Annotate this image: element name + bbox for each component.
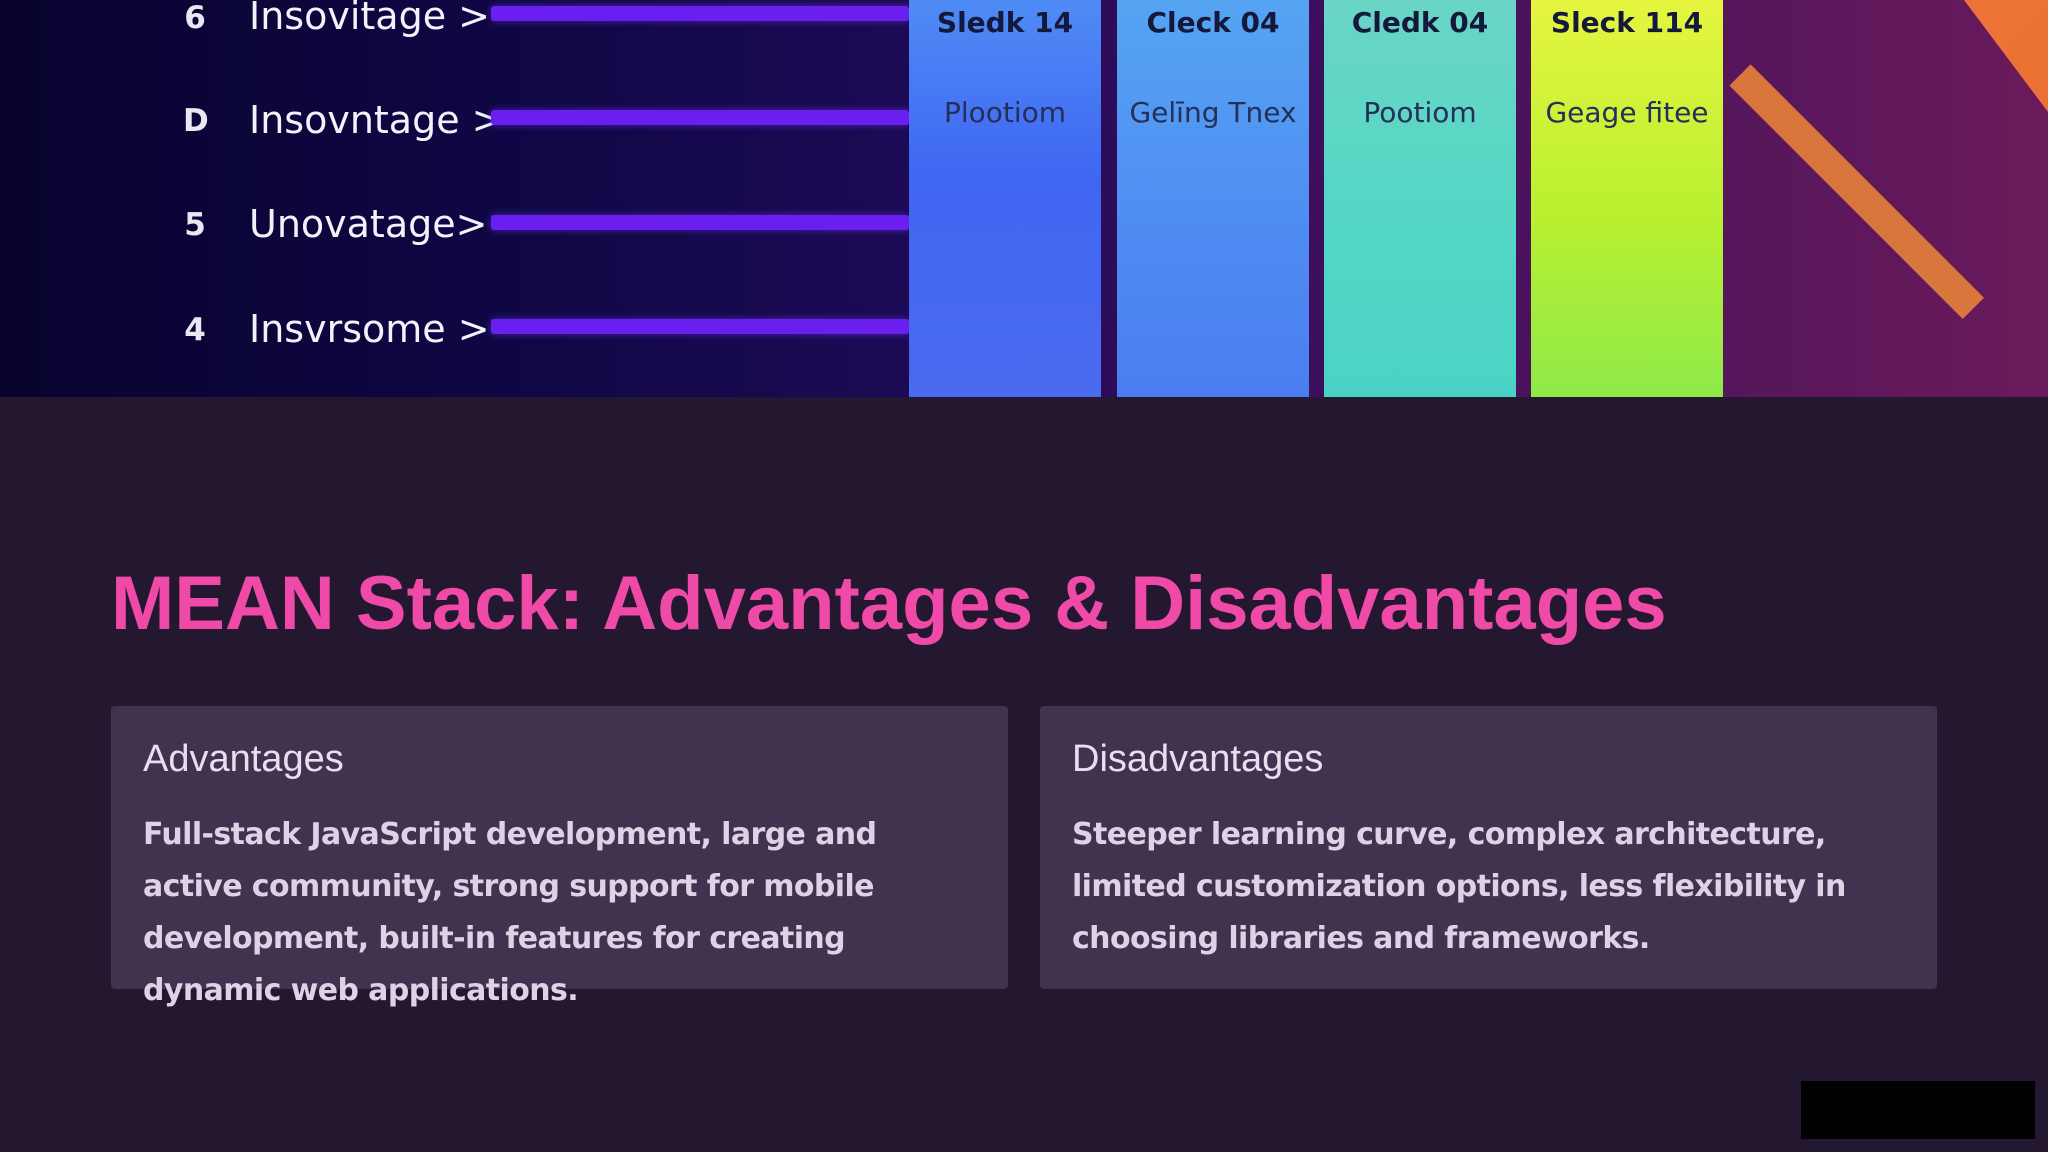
hero-row-number: 4 xyxy=(184,312,206,348)
hero-row-label: Insvrsome > xyxy=(249,307,490,351)
hero-column-subtitle: Pootiom xyxy=(1363,96,1477,129)
hero-row-number: 6 xyxy=(184,0,206,36)
hero-row: 4 Insvrsome > xyxy=(0,301,910,361)
hero-column: Sleck 114 Geage fitee xyxy=(1531,0,1723,397)
hero-row-label: Unovatage> xyxy=(249,202,488,246)
hero-column-subtitle: Geage fitee xyxy=(1545,96,1709,129)
decorative-stripe xyxy=(1729,64,1984,319)
hero-column-subtitle: Plootiom xyxy=(943,96,1067,129)
hero-column-title: Sleck 114 xyxy=(1550,6,1704,39)
card-heading: Advantages xyxy=(143,738,344,780)
hero-row-bar xyxy=(491,215,909,230)
disadvantages-card: Disadvantages Steeper learning curve, co… xyxy=(1040,706,1937,989)
hero-row-bar xyxy=(491,6,909,21)
card-body: Full-stack JavaScript development, large… xyxy=(143,817,877,1008)
hero-row-bar xyxy=(491,110,909,125)
hero-column-title: Cleck 04 xyxy=(1146,6,1280,39)
page-title: MEAN Stack: Advantages & Disadvantages xyxy=(111,561,1667,646)
hero-row: 6 Insovitage > xyxy=(0,0,910,48)
hero-column: Cleck 04 Gelīng Tnex xyxy=(1117,0,1309,397)
hero-column-subtitle: Gelīng Tnex xyxy=(1129,96,1297,129)
hero-row-number: D xyxy=(183,103,209,139)
black-corner-block xyxy=(1801,1081,2035,1139)
hero-column: Sledk 14 Plootiom xyxy=(909,0,1101,397)
hero-column-title: Cledk 04 xyxy=(1351,6,1489,39)
hero-row-label: Insovitage > xyxy=(249,0,490,38)
hero-column: Cledk 04 Pootiom xyxy=(1324,0,1516,397)
hero-row-label: Insovntage > xyxy=(249,98,504,142)
hero-column-title: Sledk 14 xyxy=(936,6,1074,39)
card-heading: Disadvantages xyxy=(1072,738,1324,780)
card-body: Steeper learning curve, complex architec… xyxy=(1072,817,1846,956)
hero-row-bar xyxy=(491,319,909,334)
hero-row-number: 5 xyxy=(184,207,206,243)
hero-row: 5 Unovatage> xyxy=(0,196,910,256)
advantages-card: Advantages Full-stack JavaScript develop… xyxy=(111,706,1008,1008)
hero-image: 6 Insovitage > D Insovntage > 5 Unovatag… xyxy=(0,0,2048,397)
hero-row: D Insovntage > xyxy=(0,92,910,152)
